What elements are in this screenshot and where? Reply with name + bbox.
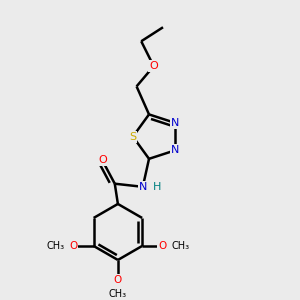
- Text: CH₃: CH₃: [46, 241, 64, 251]
- Text: O: O: [114, 275, 122, 285]
- Text: N: N: [171, 145, 179, 155]
- Text: O: O: [98, 155, 107, 165]
- Text: O: O: [158, 241, 166, 251]
- Text: N: N: [171, 118, 179, 128]
- Text: H: H: [153, 182, 161, 192]
- Text: N: N: [139, 182, 147, 192]
- Text: S: S: [129, 132, 137, 142]
- Text: CH₃: CH₃: [171, 241, 190, 251]
- Text: O: O: [149, 61, 158, 71]
- Text: O: O: [69, 241, 77, 251]
- Text: CH₃: CH₃: [109, 289, 127, 299]
